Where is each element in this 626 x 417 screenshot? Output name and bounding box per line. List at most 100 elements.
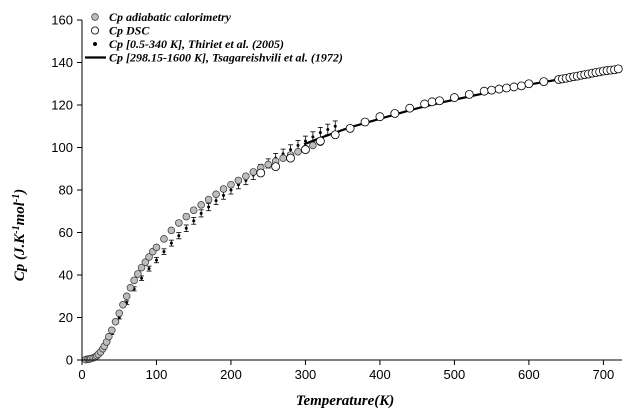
y-tick-label: 120 [51, 98, 73, 113]
dsc-point [427, 97, 437, 107]
adiabatic-point [175, 219, 183, 227]
y-axis-title-mid: mol [12, 201, 28, 225]
adiabatic-point [152, 243, 161, 252]
x-axis: 0 100 200 300 400 500 600 700 [78, 359, 622, 382]
adiabatic-point [212, 190, 220, 199]
adiabatic-point [115, 309, 123, 318]
legend-label-adiabatic: Cp adiabatic calorimetry [109, 10, 232, 24]
x-tick-label: 700 [593, 367, 615, 382]
adiabatic-point [189, 206, 198, 214]
dsc-point [524, 79, 534, 89]
thiriet-point [318, 131, 322, 135]
thiriet-point [184, 226, 188, 230]
adiabatic-point [227, 180, 235, 189]
plot-area [81, 64, 623, 364]
y-tick-label: 60 [59, 225, 73, 240]
x-tick-label: 500 [444, 367, 466, 382]
y-tick-label: 40 [59, 268, 73, 283]
adiabatic-point [197, 201, 205, 209]
legend-marker-thiriet [93, 42, 97, 46]
dsc-point [487, 85, 497, 95]
thiriet-point [333, 124, 337, 128]
y-tick-label: 80 [59, 183, 73, 198]
y-axis-title-sup1: -1 [11, 225, 22, 233]
thiriet-point [289, 148, 293, 152]
thiriet-point [162, 250, 166, 254]
dsc-point [479, 86, 489, 96]
dsc-point [360, 117, 370, 127]
dsc-point [390, 109, 400, 118]
dsc-point [271, 162, 281, 172]
dsc-point [539, 77, 549, 87]
adiabatic-point [145, 253, 153, 261]
dsc-point [405, 103, 415, 113]
dsc-point [256, 168, 266, 178]
adiabatic-point [137, 263, 146, 272]
legend-marker-adiabatic [91, 13, 99, 21]
adiabatic-point [167, 226, 176, 235]
dsc-point [330, 130, 340, 140]
adiabatic-point [294, 148, 302, 156]
thiriet-point [311, 135, 315, 139]
y-tick-label: 100 [51, 140, 73, 155]
adiabatic-point [249, 168, 258, 176]
dsc-point [375, 112, 385, 122]
adiabatic-point [234, 176, 243, 185]
dsc-point [502, 83, 511, 93]
dsc-point [420, 99, 430, 109]
x-tick-label: 0 [78, 367, 85, 382]
thiriet-point [296, 143, 300, 147]
thiriet-point [199, 211, 203, 215]
x-tick-label: 400 [369, 367, 391, 382]
thiriet-point [169, 241, 173, 245]
x-tick-label: 200 [220, 367, 242, 382]
adiabatic-point [141, 258, 150, 267]
y-tick-label: 20 [59, 310, 73, 325]
thiriet-point [140, 276, 144, 280]
thiriet-point [214, 199, 218, 203]
dsc-point [494, 84, 504, 94]
dsc-point [517, 81, 526, 91]
x-tick-label: 100 [146, 367, 168, 382]
adiabatic-point [242, 172, 250, 180]
dsc-point [301, 145, 310, 155]
thiriet-point [326, 127, 330, 131]
x-tick-label: 600 [518, 367, 540, 382]
adiabatic-point [160, 235, 168, 243]
adiabatic-point [219, 185, 228, 193]
y-axis: 0 20 40 60 80 100 120 140 160 [51, 13, 83, 368]
thiriet-point [192, 219, 196, 223]
adiabatic-point [108, 326, 116, 335]
adiabatic-point [105, 332, 113, 341]
adiabatic-point [130, 276, 138, 285]
y-tick-label: 0 [66, 353, 73, 368]
adiabatic-point [309, 141, 317, 150]
y-tick-label: 160 [51, 13, 73, 28]
thiriet-point [207, 205, 211, 209]
y-axis-title-sup2: -1 [11, 194, 22, 202]
adiabatic-point [279, 154, 287, 162]
dsc-point [345, 123, 355, 133]
adiabatic-point [122, 292, 131, 301]
dsc-point [450, 93, 459, 102]
y-axis-title-base: Cp (J.K [12, 233, 28, 282]
thiriet-point [177, 234, 181, 238]
x-tick-label: 300 [295, 367, 317, 382]
thiriet-point [303, 139, 307, 143]
adiabatic-point [119, 301, 127, 309]
thiriet-point [147, 267, 151, 271]
adiabatic-point [204, 195, 213, 204]
dsc-point [435, 96, 444, 106]
legend-label-tsagareishvili: Cp [298.15-1600 K], Tsagareishvili et al… [109, 51, 343, 65]
adiabatic-point [126, 284, 135, 292]
dsc-point [464, 89, 474, 99]
thiriet-point [222, 193, 226, 197]
adiabatic-point [182, 212, 191, 221]
dsc-point [509, 82, 519, 92]
legend-label-dsc: Cp DSC [109, 24, 150, 38]
dsc-point [613, 64, 623, 74]
adiabatic-point [111, 318, 120, 326]
thiriet-point [154, 258, 158, 262]
